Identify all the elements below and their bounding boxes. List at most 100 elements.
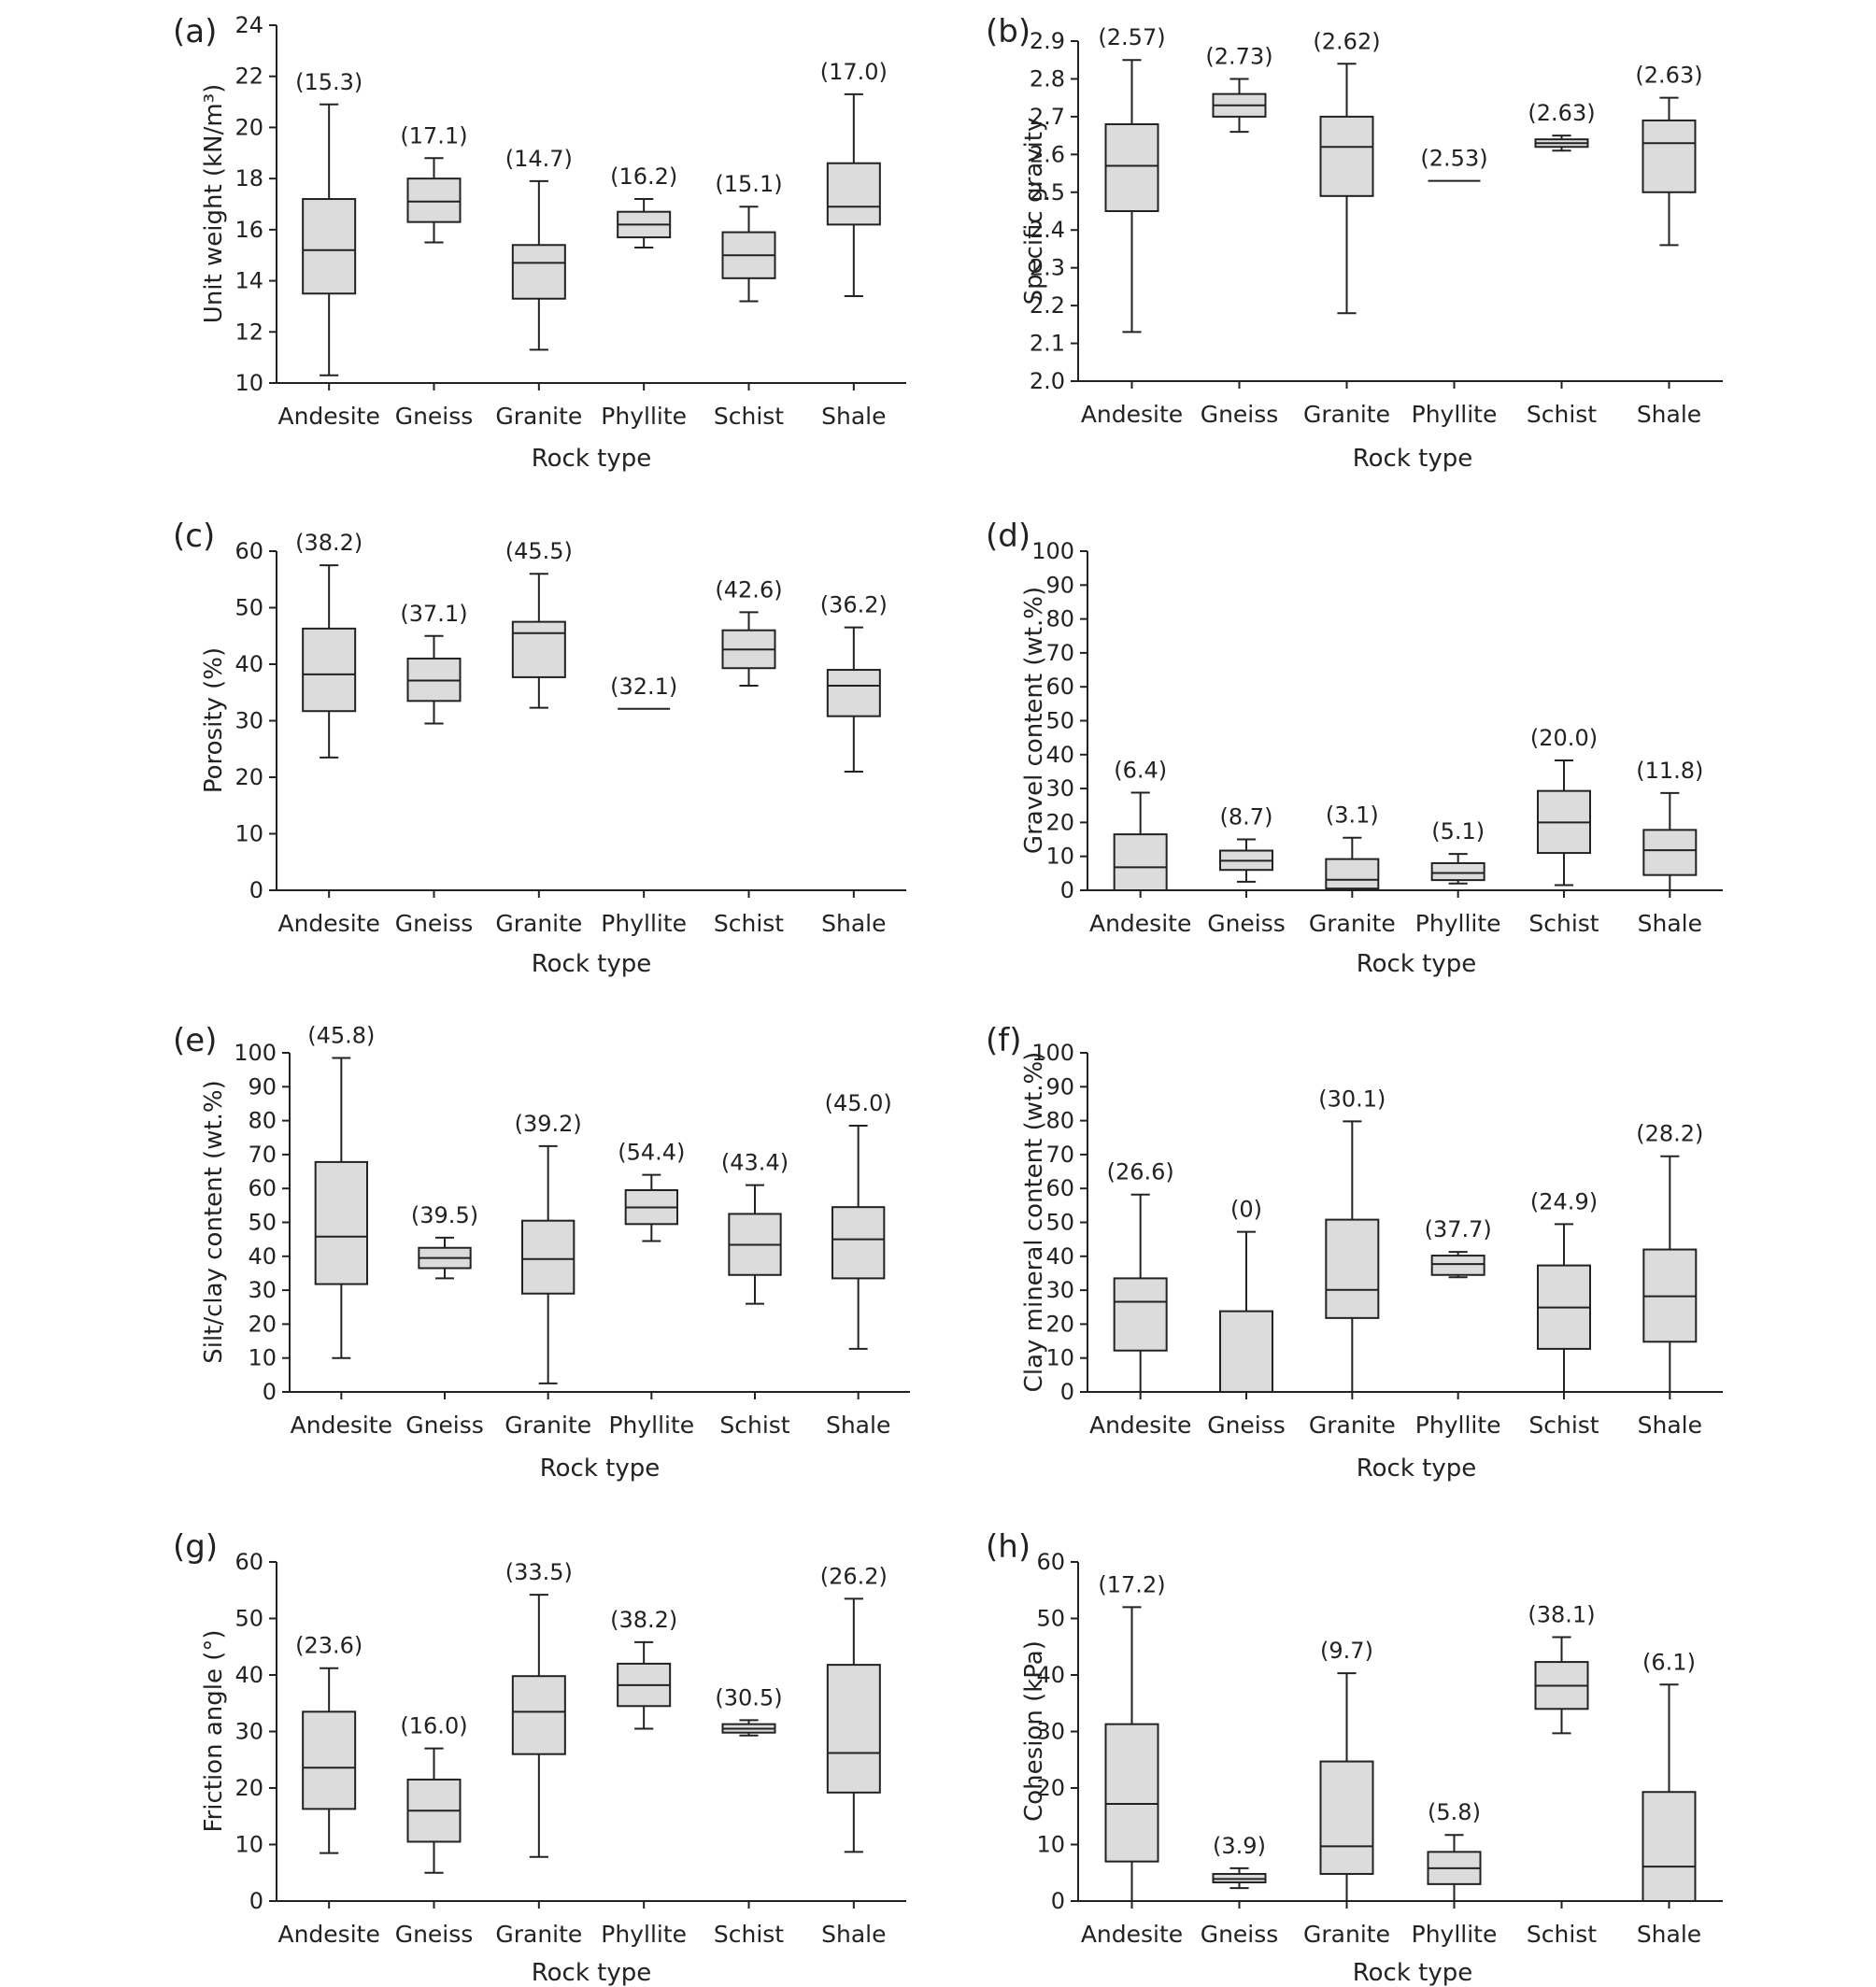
x-axis-title: Rock type — [532, 1959, 652, 1987]
x-tick-label: Andesite — [277, 403, 379, 430]
box-iqr — [831, 1206, 886, 1280]
y-tick-label: 20 — [234, 764, 263, 790]
median-value-label: (30.1) — [1318, 1086, 1386, 1112]
x-tick-label: Gneiss — [395, 1921, 474, 1948]
x-tick-label: Granite — [1303, 401, 1390, 428]
median-value-label: (15.1) — [715, 171, 782, 197]
median-value-label: (28.2) — [1636, 1121, 1703, 1147]
median-value-label: (2.53) — [1420, 146, 1487, 172]
x-tick-label: Phyllite — [601, 1921, 687, 1948]
x-tick-label: Andesite — [1089, 910, 1191, 937]
x-tick-label: Shale — [821, 910, 886, 937]
x-tick-label: Andesite — [1089, 1412, 1191, 1439]
median-value-label: (2.57) — [1098, 24, 1165, 50]
x-tick-label: Andesite — [277, 910, 379, 937]
median-value-label: (2.63) — [1528, 100, 1595, 126]
panel-label: (e) — [173, 1022, 217, 1059]
y-tick-label: 2.2 — [1030, 292, 1065, 319]
y-axis-title: Porosity (%) — [200, 647, 228, 793]
y-tick-label: 50 — [248, 1210, 277, 1236]
y-tick-label: 90 — [1045, 1073, 1074, 1100]
x-tick-label: Granite — [505, 1412, 591, 1439]
y-tick-label: 60 — [248, 1175, 277, 1201]
x-tick-label: Schist — [714, 1921, 784, 1948]
x-axis-title: Rock type — [540, 1455, 661, 1483]
y-axis-title: Clay mineral content (wt.%) — [1020, 1052, 1048, 1393]
x-tick-label: Gneiss — [1207, 910, 1286, 937]
x-tick-label: Andesite — [291, 1412, 392, 1439]
y-tick-label: 0 — [263, 1379, 277, 1405]
panel-h: (h) Cohesion (kPa) Rock type 0 10 20 30 40 50… — [986, 1528, 1723, 1987]
median-value-label: (38.1) — [1528, 1601, 1595, 1627]
median-value-label: (45.8) — [307, 1022, 375, 1048]
y-tick-label: 80 — [248, 1108, 277, 1134]
median-value-label: (15.3) — [295, 69, 362, 95]
median-value-label: (30.5) — [715, 1684, 782, 1710]
y-tick-label: 80 — [1045, 606, 1074, 632]
x-tick-label: Phyllite — [1412, 1921, 1498, 1948]
box-iqr — [1642, 1791, 1697, 1902]
box-iqr — [1642, 119, 1697, 193]
x-tick-label: Schist — [1528, 910, 1599, 937]
median-value-label: (0) — [1230, 1197, 1262, 1223]
y-tick-label: 60 — [1045, 1175, 1074, 1201]
median-value-label: (42.6) — [715, 576, 782, 603]
box-iqr — [826, 669, 881, 717]
y-tick-label: 10 — [1045, 1345, 1074, 1371]
y-tick-label: 50 — [1036, 1606, 1065, 1632]
median-value-label: (39.5) — [411, 1202, 478, 1228]
box-iqr — [1104, 1723, 1159, 1863]
box-iqr — [1642, 829, 1698, 876]
x-tick-label: Andesite — [277, 1921, 379, 1948]
y-tick-label: 10 — [1036, 1832, 1065, 1858]
y-tick-label: 0 — [1051, 1888, 1065, 1914]
box-iqr — [302, 1710, 357, 1810]
median-value-label: (17.0) — [820, 59, 888, 85]
y-tick-label: 0 — [1060, 1379, 1074, 1405]
y-tick-label: 20 — [1045, 1311, 1074, 1337]
x-tick-label: Schist — [719, 1412, 789, 1439]
panel-c: (c) Porosity (%) Rock type 0 10 20 30 40 50 60… — [173, 518, 906, 978]
y-axis-title: Cohesion (kPa) — [1020, 1640, 1048, 1822]
y-tick-label: 20 — [248, 1311, 277, 1337]
y-tick-label: 30 — [1045, 775, 1074, 802]
x-tick-label: Gneiss — [1207, 1412, 1286, 1439]
median-value-label: (8.7) — [1220, 804, 1273, 830]
median-value-label: (54.4) — [618, 1140, 685, 1166]
y-tick-label: 100 — [1031, 538, 1074, 564]
box-iqr — [1319, 115, 1374, 197]
y-tick-label: 2.3 — [1030, 255, 1065, 281]
box-iqr — [826, 162, 881, 226]
median-value-label: (45.0) — [825, 1090, 892, 1116]
y-tick-label: 18 — [234, 165, 263, 192]
y-tick-label: 50 — [1045, 1210, 1074, 1236]
y-tick-label: 0 — [1060, 877, 1074, 903]
y-axis-title: Friction angle (°) — [200, 1629, 228, 1832]
x-tick-label: Granite — [495, 910, 582, 937]
median-value-label: (23.6) — [295, 1633, 362, 1659]
y-tick-label: 10 — [234, 821, 263, 847]
y-tick-label: 50 — [234, 595, 263, 621]
x-tick-label: Phyllite — [601, 910, 687, 937]
box-iqr — [511, 620, 566, 678]
x-tick-label: Schist — [1527, 1921, 1597, 1948]
x-tick-label: Granite — [495, 403, 582, 430]
x-axis-title: Rock type — [532, 445, 652, 473]
panel-label: (f) — [986, 1022, 1022, 1059]
y-tick-label: 2.7 — [1030, 104, 1065, 130]
box-iqr — [1113, 833, 1168, 891]
median-value-label: (20.0) — [1530, 725, 1598, 751]
y-tick-label: 20 — [234, 1775, 263, 1801]
box-iqr — [1219, 1310, 1273, 1393]
median-value-label: (11.8) — [1636, 758, 1703, 784]
y-tick-label: 40 — [1045, 742, 1074, 768]
x-axis-title: Rock type — [1353, 1959, 1473, 1987]
x-tick-label: Phyllite — [1415, 1412, 1501, 1439]
median-value-label: (24.9) — [1530, 1188, 1598, 1214]
y-tick-label: 100 — [234, 1040, 277, 1066]
y-axis-title: Silt/clay content (wt.%) — [200, 1080, 228, 1364]
x-tick-label: Gneiss — [405, 1412, 484, 1439]
y-tick-label: 24 — [234, 12, 263, 38]
y-tick-label: 30 — [1036, 1719, 1065, 1745]
y-tick-label: 20 — [1036, 1775, 1065, 1801]
